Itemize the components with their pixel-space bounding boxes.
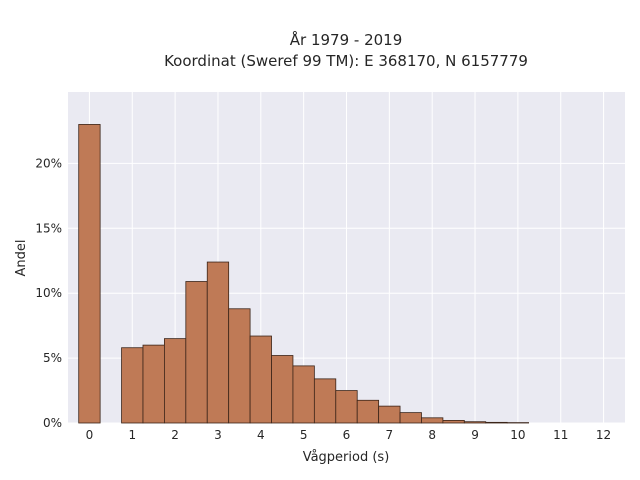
x-tick-labels: 0 1 2 3 4 5 6 7 8 9 10 11 12 (86, 428, 612, 442)
y-tick-label: 10% (35, 286, 62, 300)
chart-subtitle: Koordinat (Sweref 99 TM): E 368170, N 61… (164, 52, 528, 70)
x-tick-label: 12 (596, 428, 611, 442)
histogram-bar (442, 420, 465, 424)
histogram-bar (142, 344, 165, 424)
histogram-bar (378, 405, 401, 424)
y-tick-labels: 0% 5% 10% 15% 20% (35, 156, 62, 430)
histogram-bar (399, 412, 422, 424)
x-tick-label: 2 (171, 428, 179, 442)
histogram-bar (335, 390, 358, 424)
bars (78, 124, 529, 424)
histogram-bar (228, 308, 251, 424)
histogram-bar (485, 421, 508, 424)
x-tick-label: 4 (257, 428, 265, 442)
histogram-bar (463, 421, 487, 424)
x-tick-label: 11 (553, 428, 568, 442)
histogram-bar (185, 281, 208, 424)
y-tick-label: 20% (35, 156, 62, 170)
x-tick-label: 6 (343, 428, 351, 442)
histogram-bar (271, 355, 294, 424)
x-tick-label: 10 (510, 428, 525, 442)
x-tick-label: 0 (86, 428, 94, 442)
x-axis-label: Vågperiod (s) (303, 450, 390, 465)
y-tick-label: 0% (43, 416, 62, 430)
histogram-bar (249, 335, 272, 424)
histogram-bar (421, 417, 444, 424)
x-tick-label: 5 (300, 428, 308, 442)
histogram-bar (121, 347, 144, 424)
x-tick-label: 9 (471, 428, 479, 442)
histogram-bar (78, 124, 101, 424)
histogram-bar (356, 399, 380, 424)
histogram-bar (206, 261, 230, 424)
x-tick-label: 3 (214, 428, 222, 442)
y-tick-label: 15% (35, 221, 62, 235)
histogram-bar (164, 338, 187, 424)
chart-title: År 1979 - 2019 (290, 30, 403, 49)
histogram-bar (292, 365, 315, 424)
histogram-bar (313, 378, 337, 424)
x-tick-label: 7 (386, 428, 394, 442)
x-tick-label: 8 (428, 428, 436, 442)
x-tick-label: 1 (128, 428, 136, 442)
y-axis-label: Andel (14, 240, 29, 277)
y-tick-label: 5% (43, 351, 62, 365)
